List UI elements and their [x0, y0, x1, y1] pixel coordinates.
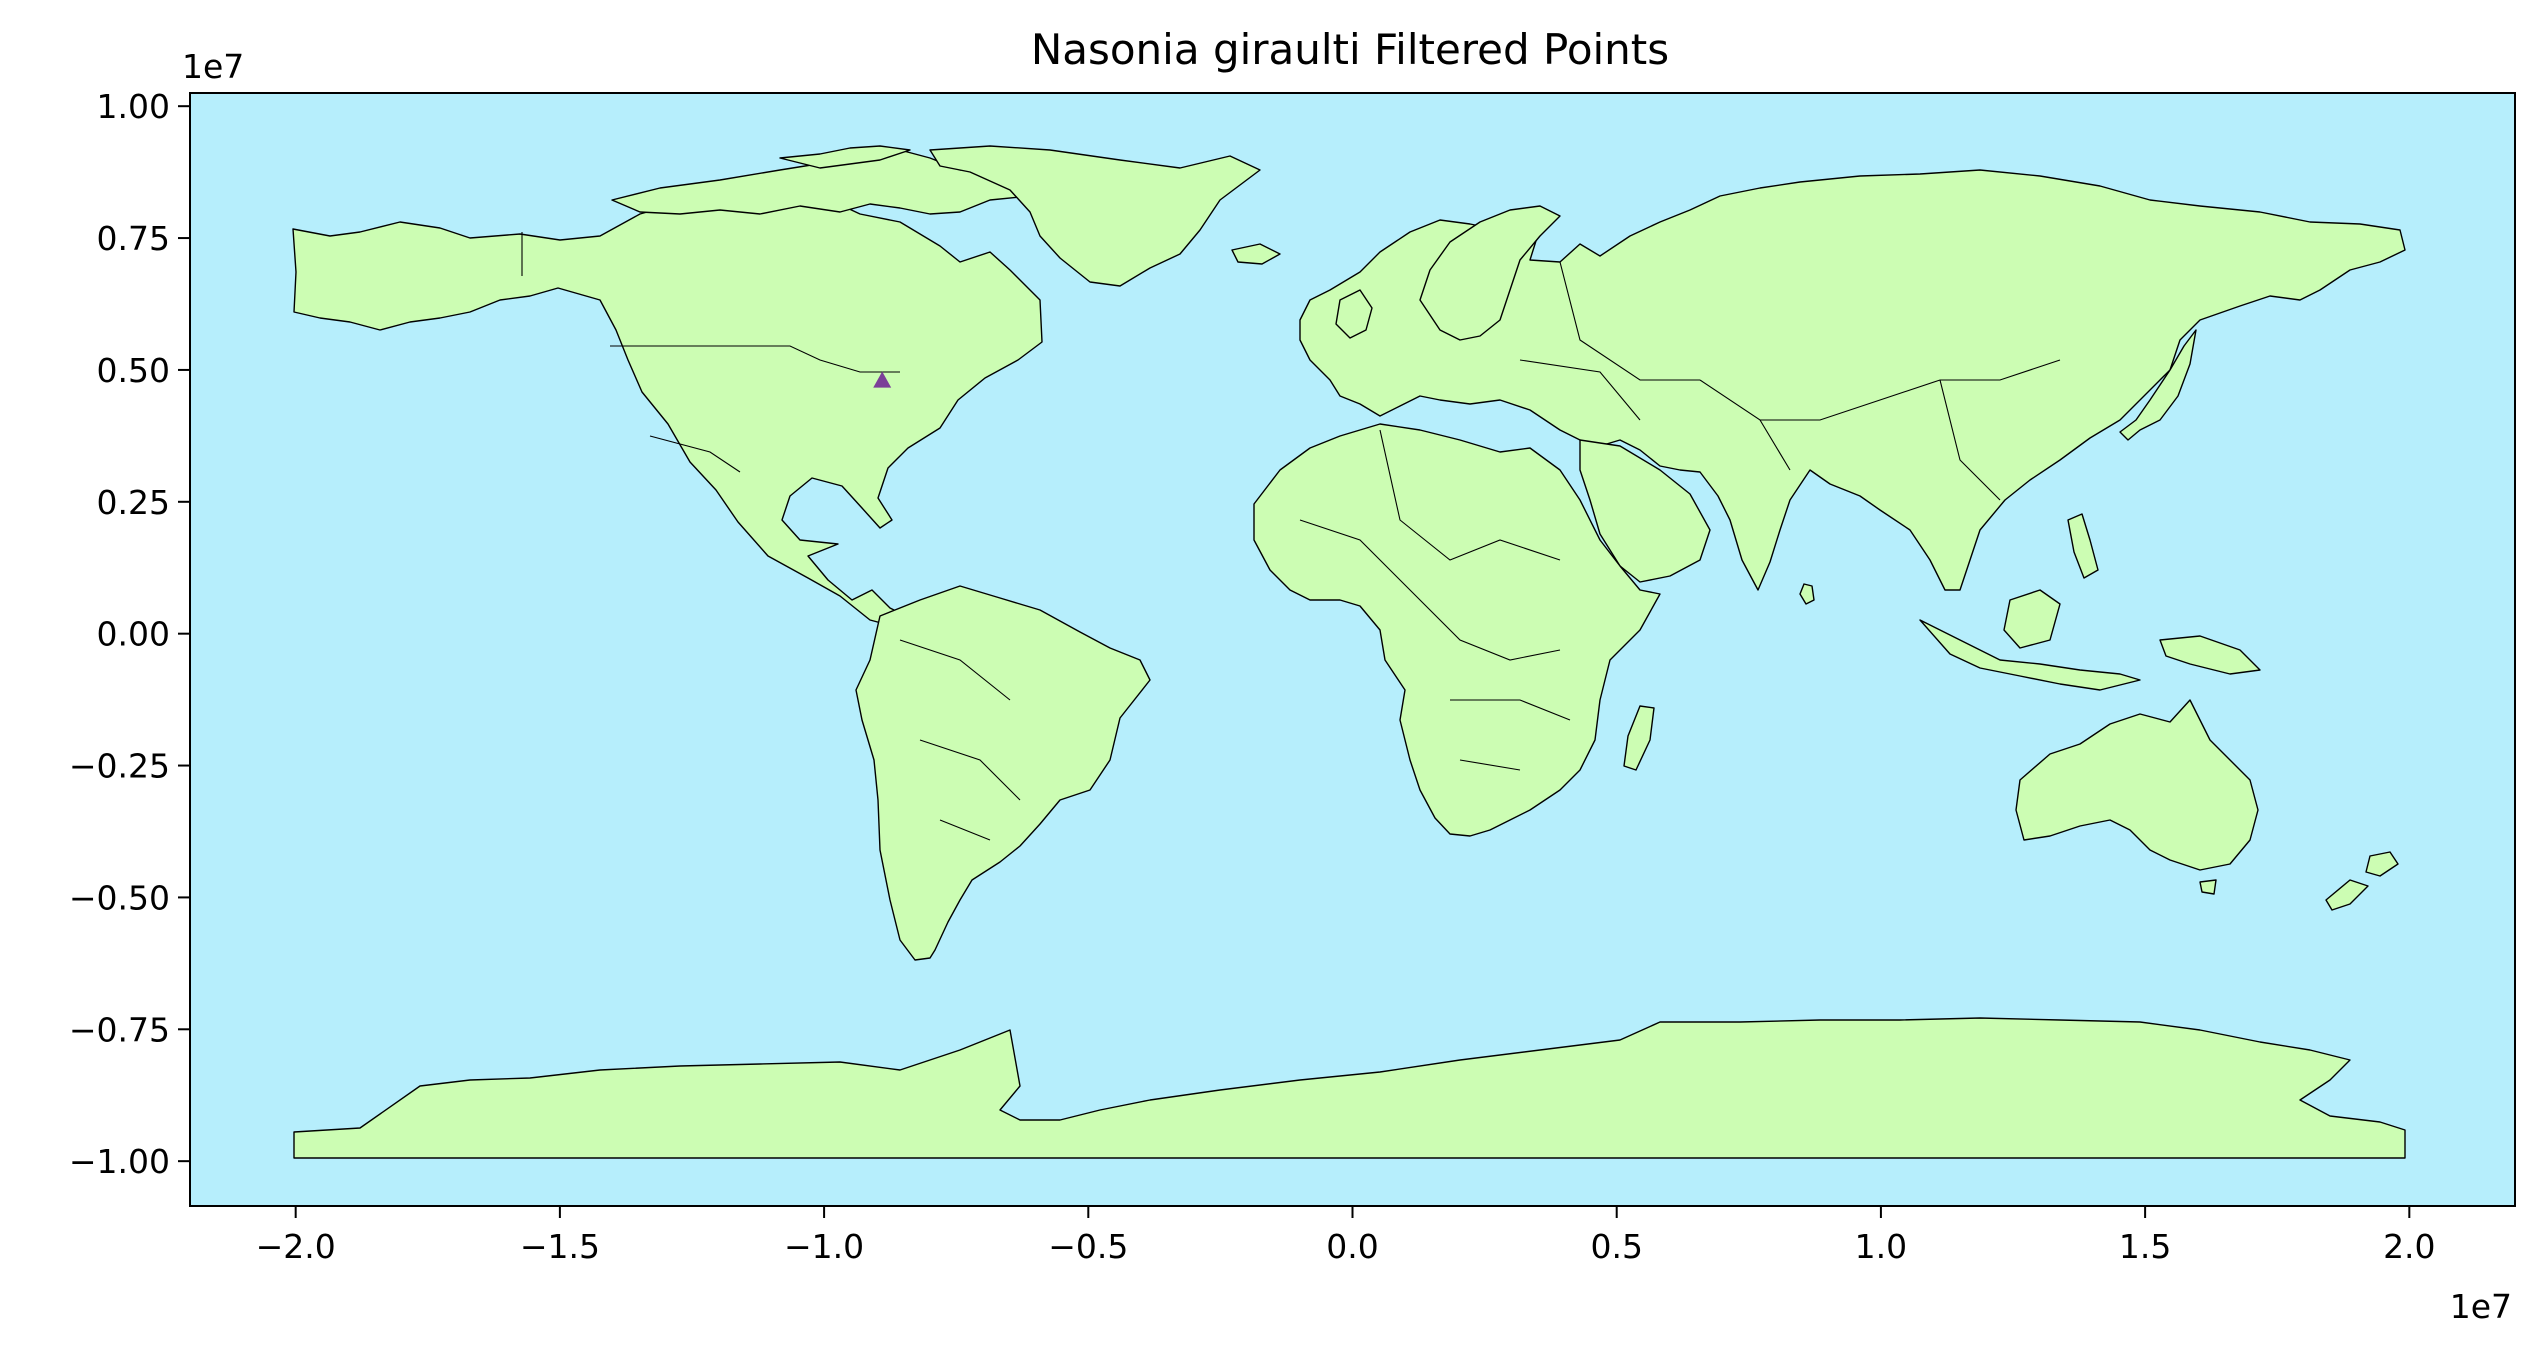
japan — [2119, 329, 2197, 441]
africa-borders — [1299, 429, 1571, 771]
x-tick-label: −1.5 — [520, 1227, 600, 1266]
y-tick-label: −1.00 — [69, 1142, 170, 1181]
arabian-peninsula — [1579, 439, 1711, 583]
x-tick-label: 1.0 — [1855, 1227, 1907, 1266]
us-mexico-border — [649, 435, 741, 473]
x-tick-label: 0.0 — [1326, 1227, 1378, 1266]
south-america-landmass — [855, 585, 1151, 961]
south-america-borders — [899, 639, 1021, 841]
eurasia-landmass — [1299, 169, 2406, 591]
y-tick-label: 0.00 — [97, 615, 170, 654]
africa-landmass — [1253, 423, 1661, 837]
x-tick-label: −0.5 — [1048, 1227, 1128, 1266]
x-axis: −2.0 −1.5 −1.0 −0.5 0.0 0.5 1.0 1.5 2.0 — [256, 1206, 2436, 1266]
land-layer — [292, 145, 2406, 1159]
occurrence-points — [873, 371, 892, 388]
new-zealand — [2325, 851, 2399, 911]
eurasia-borders — [1519, 261, 2061, 501]
borneo — [2003, 589, 2061, 649]
x-tick-label: 1.5 — [2119, 1227, 2171, 1266]
x-tick-label: 2.0 — [2383, 1227, 2435, 1266]
iceland — [1231, 243, 1281, 265]
southeast-asia-islands — [1919, 619, 2141, 691]
tasmania — [2199, 879, 2217, 895]
y-tick-label: −0.75 — [69, 1010, 170, 1049]
new-guinea — [2159, 635, 2261, 675]
arctic-islands-north — [779, 145, 911, 169]
x-axis-offset-label: 1e7 — [2450, 1287, 2512, 1326]
y-axis-offset-label: 1e7 — [182, 47, 244, 86]
occurrence-point — [873, 371, 892, 388]
madagascar — [1623, 705, 1655, 771]
map-plot-area — [189, 92, 2516, 1207]
greenland-landmass — [929, 145, 1261, 287]
y-tick-label: −0.50 — [69, 878, 170, 917]
x-tick-label: −1.0 — [784, 1227, 864, 1266]
y-axis: 1.00 0.75 0.50 0.25 0.00 −0.25 −0.50 −0.75 −1.00 — [69, 87, 190, 1181]
australia-landmass — [2015, 699, 2259, 871]
philippines — [2067, 513, 2099, 579]
sri-lanka — [1799, 583, 1815, 605]
canada-us-border — [610, 345, 900, 373]
y-tick-label: 0.75 — [97, 219, 170, 258]
y-tick-label: 0.25 — [97, 483, 170, 522]
x-tick-label: 0.5 — [1590, 1227, 1642, 1266]
y-tick-label: 0.50 — [97, 351, 170, 390]
british-isles — [1335, 289, 1373, 339]
x-tick-label: −2.0 — [256, 1227, 336, 1266]
y-tick-label: 1.00 — [97, 87, 170, 126]
scandinavia — [1419, 205, 1561, 341]
country-borders — [521, 232, 2061, 841]
y-tick-label: −0.25 — [69, 747, 170, 786]
chart-title: Nasonia giraulti Filtered Points — [1031, 25, 1669, 74]
antarctica-landmass — [293, 1017, 2406, 1159]
